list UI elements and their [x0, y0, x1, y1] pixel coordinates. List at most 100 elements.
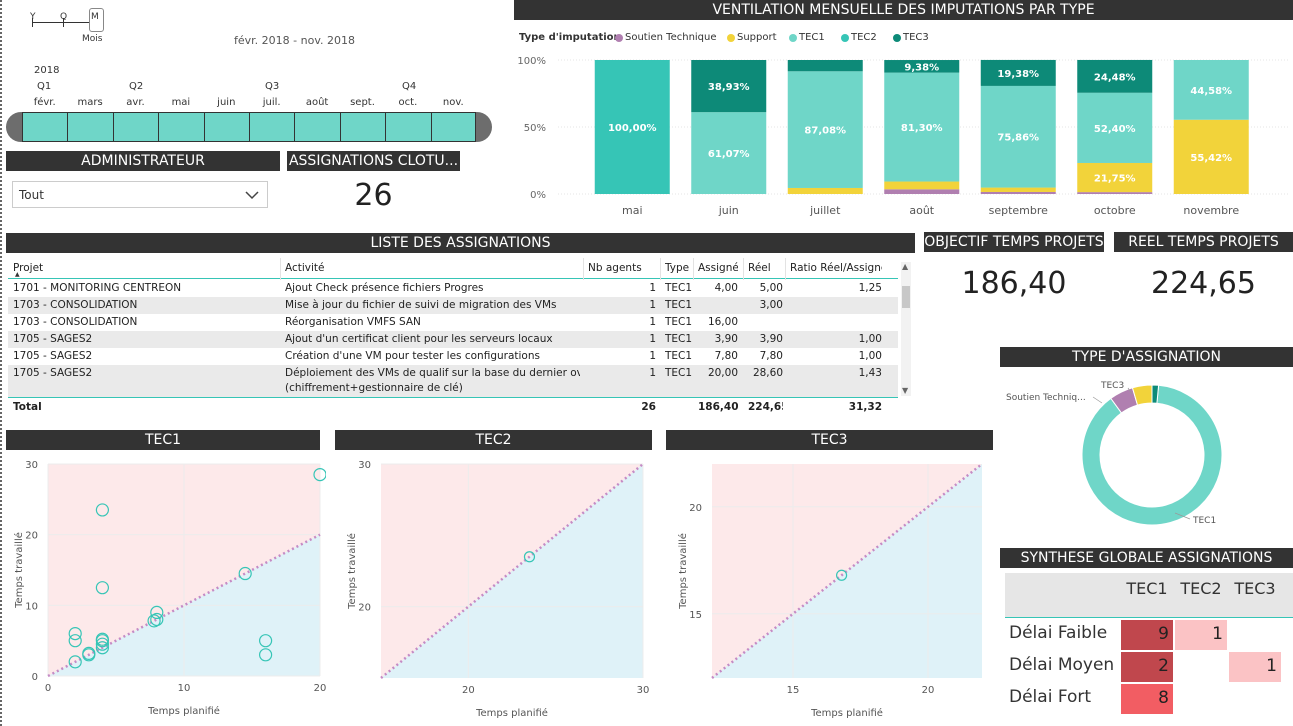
bar-segment[interactable]: [1077, 59, 1153, 93]
quarter-q3: Q3: [265, 81, 280, 92]
total-cell: 26: [641, 401, 656, 413]
diagonal-reference-line: [380, 463, 644, 679]
matrix-cell[interactable]: [1175, 652, 1227, 682]
assignment-type-donut[interactable]: Soutien Techniq... TEC3 TEC1: [1000, 370, 1293, 535]
matrix-cell[interactable]: 1: [1229, 652, 1281, 682]
scatter-tec2[interactable]: 20 30 20 30 Temps planifié Temps travaillé: [335, 452, 653, 724]
matrix-cell[interactable]: 2: [1121, 652, 1173, 682]
matrix-column-header: TEC1: [1126, 579, 1168, 598]
bar-segment[interactable]: [1077, 162, 1153, 193]
table-cell: TEC1: [665, 299, 693, 311]
bar-segment[interactable]: [980, 85, 1056, 188]
y-tick-label: 100%: [517, 56, 546, 67]
scatter-point[interactable]: [259, 634, 273, 648]
column-header[interactable]: Activité: [285, 262, 325, 274]
bar-segment[interactable]: [980, 59, 1056, 86]
bar-segment[interactable]: [1077, 92, 1153, 163]
column-header[interactable]: Ratio Réel/Assigné: [790, 262, 882, 274]
bar-segment[interactable]: [1173, 119, 1249, 194]
matrix-cell[interactable]: [1229, 620, 1281, 650]
bar-segment[interactable]: [884, 60, 960, 73]
scatter-point[interactable]: [147, 614, 161, 628]
scroll-thumb[interactable]: [902, 286, 910, 308]
matrix-row-label: Délai Moyen: [1009, 655, 1115, 675]
scatter-point[interactable]: [95, 632, 110, 646]
scatter-point[interactable]: [95, 637, 110, 651]
total-cell: Total: [13, 401, 42, 413]
y-tick-label: 0: [32, 672, 38, 683]
table-cell: 20,00: [707, 367, 738, 379]
monthly-stacked-bar-chart[interactable]: 0% 50% 100% 100,00% mai 61,07% 38,93% juin 87,08…: [514, 50, 1293, 225]
scatter-point[interactable]: [836, 569, 848, 581]
column-header[interactable]: Assigné: [698, 262, 738, 274]
timeline-bar[interactable]: [6, 112, 492, 142]
matrix-cell[interactable]: [1175, 684, 1227, 714]
scatter-point[interactable]: [238, 566, 252, 581]
column-header[interactable]: Nb agents: [588, 262, 642, 274]
table-scrollbar[interactable]: ▲ ▼: [901, 262, 911, 396]
scatter-point[interactable]: [68, 634, 82, 648]
table-row[interactable]: 1703 - CONSOLIDATION Mise à jour du fichi…: [8, 297, 898, 314]
date-slicer[interactable]: Y Q M Mois févr. 2018 - nov. 2018 2018 Q…: [0, 0, 510, 150]
table-cell: 1: [649, 333, 656, 345]
column-header[interactable]: Type: [665, 262, 690, 274]
bar-segment[interactable]: [980, 187, 1056, 192]
table-row[interactable]: 1705 - SAGES2 Déploiement des VMs de qual…: [8, 365, 898, 397]
bar-segment[interactable]: [884, 72, 960, 182]
matrix-cell[interactable]: [1229, 684, 1281, 714]
donut-slice[interactable]: [1081, 384, 1223, 526]
scatter-point[interactable]: [95, 503, 110, 517]
scatter-point[interactable]: [150, 605, 164, 619]
matrix-cell[interactable]: 9: [1121, 620, 1173, 650]
bar-segment[interactable]: [787, 187, 863, 194]
bar-segment[interactable]: [787, 60, 863, 72]
bar-segment[interactable]: [884, 181, 960, 190]
scatter-tec1[interactable]: 0 10 20 0 10 20 30 Temps planifié Temps travaill…: [6, 452, 326, 724]
bar-segment[interactable]: [1077, 192, 1153, 194]
column-header[interactable]: Projet: [13, 262, 44, 274]
timeline-right-handle[interactable]: [476, 112, 492, 142]
legend-dot-icon: [615, 34, 623, 42]
hierarchy-level-selector[interactable]: Y Q M Mois: [30, 8, 110, 48]
table-row[interactable]: 1703 - CONSOLIDATION Réorganisation VMFS …: [8, 314, 898, 331]
level-year[interactable]: Y: [30, 12, 36, 22]
scatter-point[interactable]: [68, 655, 82, 669]
scatter-point[interactable]: [259, 648, 273, 662]
table-row[interactable]: 1701 - MONITORING CENTREON Ajout Check pr…: [8, 280, 898, 297]
bar-segment[interactable]: [980, 191, 1056, 194]
bar-segment[interactable]: [691, 60, 767, 113]
objective-header: OBJECTIF TEMPS PROJETS: [924, 232, 1104, 252]
scatter-point[interactable]: [150, 612, 164, 627]
bar-segment[interactable]: [884, 189, 960, 194]
bar-segment[interactable]: [691, 112, 767, 194]
scatter-point[interactable]: [523, 551, 536, 563]
scatter-point[interactable]: [95, 641, 110, 655]
column-header[interactable]: Réel: [748, 262, 771, 274]
level-quarter[interactable]: Q: [60, 12, 68, 22]
table-cell: 3,90: [759, 333, 783, 345]
scatter-point[interactable]: [313, 468, 326, 482]
admin-dropdown[interactable]: Tout: [12, 181, 268, 208]
sort-ascending-icon[interactable]: ▲: [15, 271, 20, 278]
scatter-point[interactable]: [68, 627, 82, 641]
table-cell-wrap: (chiffrement+gestionnaire de clé): [285, 382, 463, 394]
bar-segment[interactable]: [787, 71, 863, 188]
scroll-up-arrow[interactable]: ▲: [902, 262, 909, 271]
assignments-table[interactable]: Projet Activité Nb agents Type Assigné Réel Ra…: [8, 258, 912, 418]
table-row[interactable]: 1705 - SAGES2 Ajout d'un certificat clien…: [8, 331, 898, 348]
bar-segment[interactable]: [1173, 60, 1249, 120]
scroll-down-arrow[interactable]: ▼: [902, 386, 909, 395]
scatter-point[interactable]: [82, 646, 96, 660]
y-tick-label: 50%: [524, 123, 546, 134]
matrix-cell[interactable]: 1: [1175, 620, 1227, 650]
matrix-cell[interactable]: 8: [1121, 684, 1173, 714]
timeline-left-handle[interactable]: [6, 112, 22, 142]
scatter-point[interactable]: [95, 581, 110, 595]
month-label: févr.: [33, 97, 56, 108]
synthesis-matrix[interactable]: TEC1 TEC2 TEC3 Délai Faible 9 1 Délai Moyen 2 1 D…: [1005, 573, 1293, 723]
bar-segment[interactable]: [594, 60, 670, 194]
donut-slice[interactable]: [1151, 384, 1160, 404]
table-row[interactable]: 1705 - SAGES2 Création d'une VM pour test…: [8, 348, 898, 365]
scatter-tec3[interactable]: 15 20 15 20 Temps planifié Temps travaillé: [666, 452, 993, 724]
level-month[interactable]: M: [91, 12, 99, 22]
